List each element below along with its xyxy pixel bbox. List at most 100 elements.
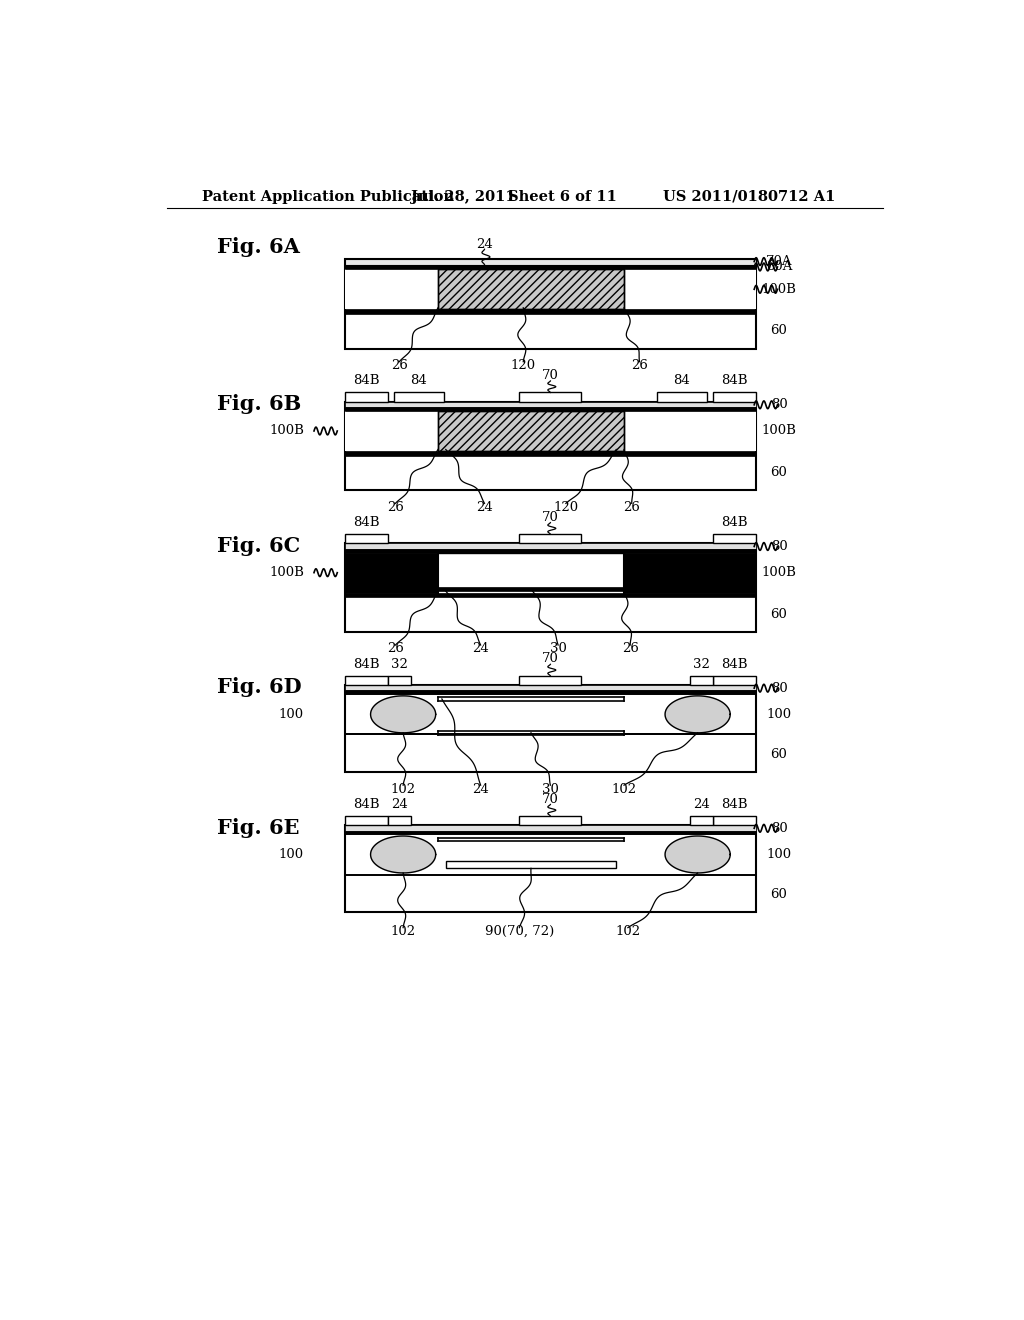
Text: 84B: 84B	[352, 516, 379, 529]
Bar	[345, 265, 756, 269]
Bar	[438, 269, 624, 309]
Text: 24: 24	[476, 238, 493, 251]
Text: Fig. 6D: Fig. 6D	[217, 677, 302, 697]
Text: Jul. 28, 2011: Jul. 28, 2011	[411, 190, 515, 203]
Text: 70: 70	[542, 792, 559, 805]
Text: Fig. 6B: Fig. 6B	[217, 395, 301, 414]
Bar	[519, 392, 582, 401]
Text: 32: 32	[391, 657, 408, 671]
Text: 100: 100	[766, 708, 792, 721]
Text: 80: 80	[771, 399, 787, 412]
Bar	[345, 309, 756, 314]
Bar	[345, 685, 756, 690]
Bar	[438, 269, 624, 309]
Bar	[388, 816, 411, 825]
Bar	[656, 392, 707, 401]
Bar	[690, 816, 713, 825]
Bar	[345, 825, 756, 912]
Polygon shape	[666, 696, 730, 733]
Text: 24: 24	[476, 500, 493, 513]
Text: 92: 92	[523, 425, 539, 437]
Text: 102: 102	[390, 783, 416, 796]
Bar	[345, 535, 388, 544]
Text: 24: 24	[472, 783, 489, 796]
Bar	[345, 676, 388, 685]
Text: 70: 70	[542, 370, 559, 381]
Bar	[713, 535, 756, 544]
Text: 30: 30	[542, 783, 559, 796]
Text: 100B: 100B	[762, 566, 797, 579]
Text: 60: 60	[771, 466, 787, 479]
Bar	[713, 676, 756, 685]
Text: 26: 26	[391, 359, 408, 372]
Text: 60: 60	[771, 888, 787, 902]
Text: 80: 80	[771, 540, 787, 553]
Text: 26: 26	[622, 643, 639, 656]
Text: 26: 26	[624, 500, 640, 513]
Text: 60: 60	[771, 748, 787, 760]
Bar	[438, 587, 624, 591]
Bar	[345, 690, 756, 694]
Text: 70: 70	[542, 652, 559, 665]
Text: 84B: 84B	[352, 657, 379, 671]
Text: 84: 84	[411, 375, 427, 388]
Text: 84B: 84B	[722, 797, 749, 810]
Text: 102: 102	[615, 925, 640, 939]
Bar	[690, 676, 713, 685]
Bar	[345, 830, 756, 834]
Text: 70A: 70A	[766, 255, 793, 268]
Polygon shape	[371, 836, 435, 873]
Text: 80: 80	[771, 681, 787, 694]
Text: 84B: 84B	[722, 657, 749, 671]
Bar	[445, 861, 616, 869]
Text: 84: 84	[673, 375, 690, 388]
Polygon shape	[666, 836, 730, 873]
Text: 84B: 84B	[722, 375, 749, 388]
Bar	[519, 816, 582, 825]
Text: 100: 100	[279, 708, 304, 721]
Bar	[388, 676, 411, 685]
Bar	[624, 553, 756, 593]
Bar	[713, 392, 756, 401]
Bar	[345, 401, 756, 490]
Text: 120: 120	[511, 359, 536, 372]
Text: 26: 26	[387, 500, 403, 513]
Text: 80: 80	[771, 822, 787, 834]
Text: Patent Application Publication: Patent Application Publication	[202, 190, 454, 203]
Text: 100B: 100B	[269, 425, 304, 437]
Text: 84B: 84B	[352, 797, 379, 810]
Bar	[345, 259, 756, 348]
Text: 80A: 80A	[766, 260, 793, 273]
Bar	[345, 259, 756, 264]
Bar	[345, 392, 388, 401]
Text: 60: 60	[771, 607, 787, 620]
Text: 100B: 100B	[762, 425, 797, 437]
Bar	[345, 553, 438, 593]
Bar	[345, 685, 756, 772]
Text: 26: 26	[387, 643, 403, 656]
Bar	[345, 816, 388, 825]
Bar	[345, 825, 756, 830]
Bar	[345, 269, 438, 309]
Text: 100B: 100B	[762, 282, 797, 296]
Text: 100B: 100B	[269, 566, 304, 579]
Bar	[345, 544, 756, 632]
Bar	[519, 535, 582, 544]
Text: 26: 26	[631, 359, 648, 372]
Bar	[345, 593, 756, 598]
Bar	[394, 392, 444, 401]
Text: 102: 102	[390, 925, 416, 939]
Text: 24: 24	[391, 797, 408, 810]
Text: Sheet 6 of 11: Sheet 6 of 11	[508, 190, 616, 203]
Bar	[345, 549, 756, 553]
Text: Fig. 6E: Fig. 6E	[217, 817, 300, 837]
Text: Fig. 6C: Fig. 6C	[217, 536, 300, 556]
Bar	[345, 451, 756, 455]
Text: 120: 120	[553, 500, 579, 513]
Bar	[345, 544, 756, 549]
Text: 24: 24	[693, 797, 710, 810]
Bar	[519, 676, 582, 685]
Bar	[345, 401, 756, 407]
Text: 70: 70	[542, 511, 559, 524]
Text: 90(70, 72): 90(70, 72)	[484, 925, 554, 939]
